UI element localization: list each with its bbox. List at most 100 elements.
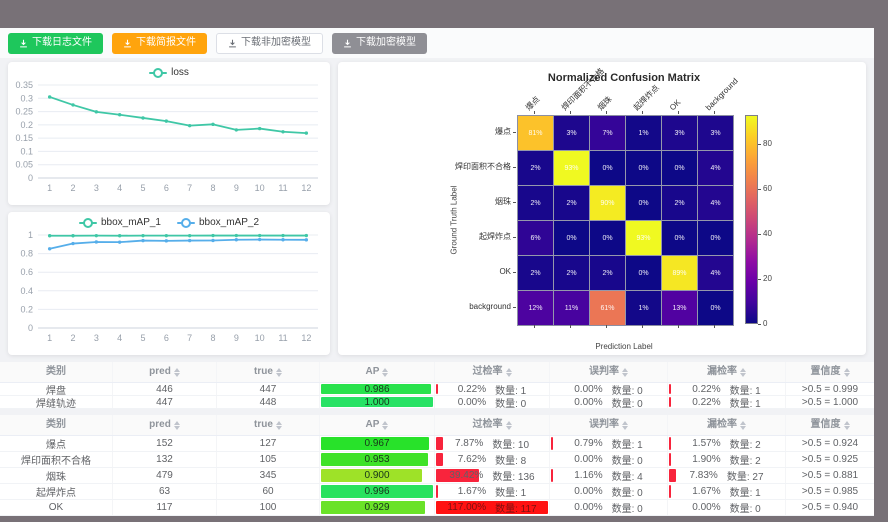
column-header-置信度[interactable]: 置信度 xyxy=(786,362,874,382)
cell-class: 焊缝轨迹 xyxy=(0,396,113,408)
column-header-置信度[interactable]: 置信度 xyxy=(786,415,874,435)
rate-pct: 7.87% xyxy=(454,438,484,449)
cell-true: 127 xyxy=(217,436,320,451)
matrix-cell: 3% xyxy=(662,116,697,150)
legend-item-loss[interactable]: loss xyxy=(149,67,189,78)
axis-tick xyxy=(513,167,516,168)
matrix-cell: 0% xyxy=(662,151,697,185)
rate-text: 0.22% 数量: 1 xyxy=(458,383,526,396)
cell-true: 105 xyxy=(217,452,320,467)
sort-carets-icon[interactable] xyxy=(275,367,282,377)
legend-label: loss xyxy=(171,67,189,78)
rate-pct: 0.00% xyxy=(574,396,603,408)
legend-item-bbox_mAP_2[interactable]: bbox_mAP_2 xyxy=(177,217,259,228)
download-report-button[interactable]: 下载简报文件 xyxy=(112,32,207,54)
sort-carets-icon[interactable] xyxy=(622,367,628,377)
axis-tick xyxy=(513,272,516,273)
matrix-cell: 0% xyxy=(698,221,733,255)
sort-carets-icon[interactable] xyxy=(740,420,746,430)
sort-carets-icon[interactable] xyxy=(622,420,628,430)
ap-bar xyxy=(321,485,433,498)
matrix-row-label: 爆点 xyxy=(495,127,511,136)
cell-ap: 0.967 xyxy=(320,436,435,451)
sort-carets-icon[interactable] xyxy=(382,367,389,377)
sort-carets-icon[interactable] xyxy=(173,420,180,430)
sort-carets-icon[interactable] xyxy=(843,367,850,377)
ap-value: 0.900 xyxy=(364,470,390,481)
column-header-true[interactable]: true xyxy=(217,362,320,382)
sort-carets-icon[interactable] xyxy=(173,367,180,377)
cell-ap: 0.929 xyxy=(320,500,435,515)
cell-ap: 0.986 xyxy=(320,383,435,395)
column-header-pred[interactable]: pred xyxy=(113,415,217,435)
svg-text:3: 3 xyxy=(94,333,99,343)
rate-pct: 1.67% xyxy=(692,486,721,497)
svg-text:7: 7 xyxy=(187,183,192,193)
column-header-pred[interactable]: pred xyxy=(113,362,217,382)
rate-text: 0.00% 数量: 0 xyxy=(574,452,642,467)
matrix-cell: 81% xyxy=(518,116,553,150)
confusion-matrix-card: Normalized Confusion Matrix Prediction L… xyxy=(338,62,866,355)
download-icon xyxy=(344,39,351,47)
sort-carets-icon[interactable] xyxy=(505,367,512,377)
sort-carets-icon[interactable] xyxy=(843,420,850,430)
sort-carets-icon[interactable] xyxy=(382,420,389,430)
column-header-过检率[interactable]: 过检率 xyxy=(435,415,550,435)
table-row: 焊印面积不合格 132 105 0.953 7.62% 数量: 8 0.00% 数量: 0 1.… xyxy=(0,452,874,468)
svg-text:11: 11 xyxy=(278,333,287,343)
rate-pct: 117.00% xyxy=(447,502,487,513)
colorbar-tick-label: 0 xyxy=(763,319,768,328)
column-header-true[interactable]: true xyxy=(217,415,320,435)
cell-pred: 479 xyxy=(113,468,217,483)
column-header-漏检率[interactable]: 漏检率 xyxy=(668,415,786,435)
ap-bar xyxy=(321,469,422,482)
matrix-row-label: OK xyxy=(499,267,511,276)
svg-text:10: 10 xyxy=(255,183,265,193)
rate-qty: 数量: 0 xyxy=(611,398,643,409)
sort-carets-icon[interactable] xyxy=(275,420,282,430)
column-header-AP[interactable]: AP xyxy=(320,362,435,382)
cell-over-rate: 0.22% 数量: 1 xyxy=(435,383,550,395)
cell-misjudge-rate: 0.00% 数量: 0 xyxy=(550,452,668,467)
matrix-cell: 89% xyxy=(662,256,697,290)
sort-carets-icon[interactable] xyxy=(740,367,746,377)
table-row: OK 117 100 0.929 117.00% 数量: 117 0.00% 数量: 0 0.0… xyxy=(0,500,874,516)
download-icon xyxy=(229,39,236,47)
matrix-cell: 2% xyxy=(554,186,589,220)
sort-carets-icon[interactable] xyxy=(505,420,512,430)
download-plain-model-button[interactable]: 下载非加密模型 xyxy=(216,32,323,54)
table-row: 焊缝轨迹 447 448 1.000 0.00% 数量: 0 0.00% 数量: 0 0.22%… xyxy=(0,396,874,409)
rate-pct: 0.22% xyxy=(692,383,721,395)
button-label: 下载非加密模型 xyxy=(241,37,311,48)
rate-text: 7.62% 数量: 8 xyxy=(458,452,526,467)
matrix-cell: 93% xyxy=(554,151,589,185)
rate-bar xyxy=(551,469,553,482)
colorbar-tick xyxy=(758,234,761,236)
column-header-过检率[interactable]: 过检率 xyxy=(435,362,550,382)
cell-over-rate: 117.00% 数量: 117 xyxy=(435,500,550,515)
matrix-row-label: background xyxy=(469,302,511,311)
column-header-误判率[interactable]: 误判率 xyxy=(550,362,668,382)
column-header-误判率[interactable]: 误判率 xyxy=(550,415,668,435)
cell-pred: 446 xyxy=(113,383,217,395)
download-encrypted-model-button[interactable]: 下载加密模型 xyxy=(332,32,427,54)
column-header-label: 过检率 xyxy=(472,366,503,377)
cell-pred: 152 xyxy=(113,436,217,451)
svg-text:1: 1 xyxy=(47,183,52,193)
column-header-AP[interactable]: AP xyxy=(320,415,435,435)
ap-value: 0.986 xyxy=(364,383,390,395)
cell-over-rate: 0.00% 数量: 0 xyxy=(435,396,550,408)
rate-pct: 39.42% xyxy=(449,470,484,481)
rate-text: 7.87% 数量: 10 xyxy=(455,436,529,451)
axis-tick xyxy=(570,111,571,114)
column-header-漏检率[interactable]: 漏检率 xyxy=(668,362,786,382)
cell-miss-rate: 0.00% 数量: 0 xyxy=(668,500,786,515)
download-log-button[interactable]: 下载日志文件 xyxy=(8,32,103,54)
confusion-matrix-xlabel: Prediction Label xyxy=(595,342,653,351)
legend-item-bbox_mAP_1[interactable]: bbox_mAP_1 xyxy=(78,217,161,228)
matrix-cell: 4% xyxy=(698,186,733,220)
cell-pred: 132 xyxy=(113,452,217,467)
rate-qty: 数量: 2 xyxy=(729,440,761,451)
dashboard-content: 下载日志文件 下载简报文件 下载非加密模型 下载加密模型 loss 0 0.05 0… xyxy=(0,28,874,516)
cell-miss-rate: 1.90% 数量: 2 xyxy=(668,452,786,467)
